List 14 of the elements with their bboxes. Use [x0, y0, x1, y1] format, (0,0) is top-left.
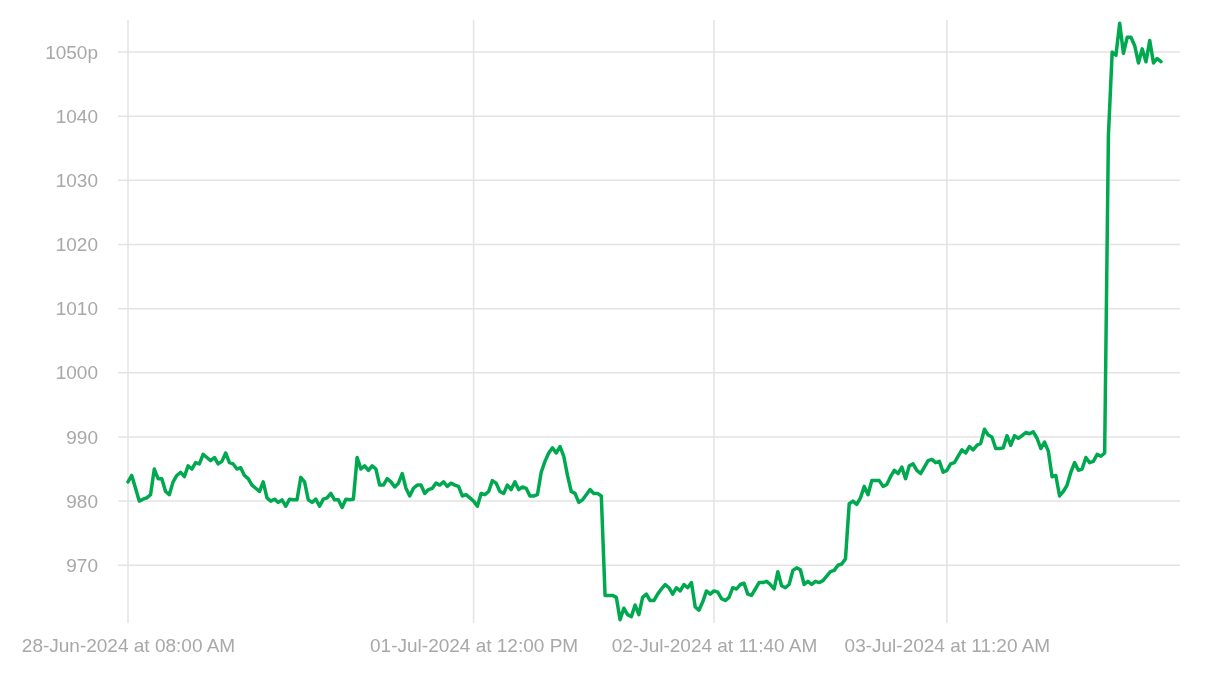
y-tick-label: 970: [66, 554, 98, 576]
y-tick-label: 1000: [55, 362, 98, 384]
y-tick-label: 1020: [55, 234, 98, 256]
y-tick-label: 1050p: [45, 41, 98, 63]
x-tick-label: 01-Jul-2024 at 12:00 PM: [370, 635, 579, 657]
y-tick-label: 1040: [55, 105, 98, 127]
line-series: [126, 21, 1163, 622]
x-tick-label: 03-Jul-2024 at 11:20 AM: [844, 635, 1051, 657]
y-tick-label: 980: [66, 490, 98, 512]
y-tick-label: 990: [66, 426, 98, 448]
y-tick-label: 1010: [55, 298, 98, 320]
x-tick-label: 02-Jul-2024 at 11:40 AM: [611, 635, 818, 657]
x-tick-label: 28-Jun-2024 at 08:00 AM: [21, 635, 236, 657]
y-tick-label: 1030: [55, 169, 98, 191]
